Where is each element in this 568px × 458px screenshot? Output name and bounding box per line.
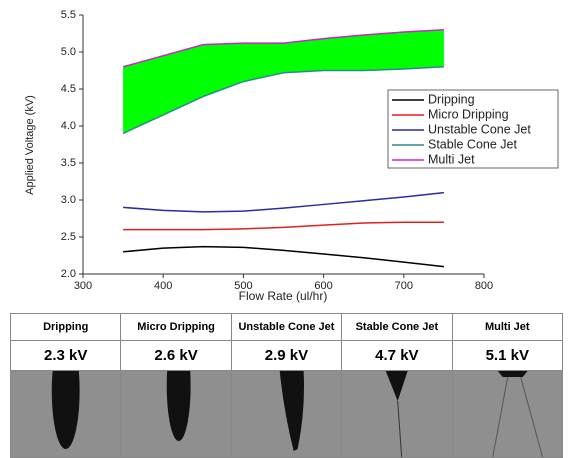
y-tick-label: 2.5	[61, 231, 76, 243]
y-tick-label: 5.5	[61, 9, 76, 21]
x-tick-label: 500	[234, 280, 252, 292]
chart: Applied Voltage (kV) Flow Rate (ul/hr) 2…	[0, 0, 568, 312]
header-cell: Micro Dripping	[121, 314, 231, 341]
y-tick-label: 3.5	[61, 157, 76, 169]
y-tick-label: 2.0	[61, 268, 76, 280]
value-cell: 2.9 kV	[231, 341, 341, 371]
header-cell: Multi Jet	[452, 314, 562, 341]
cone-image	[342, 371, 451, 457]
legend-label: Unstable Cone Jet	[428, 122, 531, 136]
y-tick-label: 4.5	[61, 83, 76, 95]
x-tick-label: 800	[475, 280, 493, 292]
legend-label: Micro Dripping	[428, 107, 509, 121]
multijet-image	[453, 371, 562, 457]
droplet-image	[232, 371, 341, 457]
page: Applied Voltage (kV) Flow Rate (ul/hr) 2…	[0, 0, 568, 457]
y-tick-label: 5.0	[61, 46, 76, 58]
value-cell: 5.1 kV	[452, 341, 562, 371]
series-line	[123, 222, 444, 229]
image-row	[11, 371, 563, 458]
y-axis-label: Applied Voltage (kV)	[24, 95, 36, 195]
value-cell: 2.6 kV	[121, 341, 231, 371]
header-cell: Dripping	[11, 314, 121, 341]
series-line	[123, 247, 444, 267]
series-line	[123, 193, 444, 212]
y-tick-label: 3.0	[61, 194, 76, 206]
droplet-image	[11, 371, 120, 457]
image-cell	[231, 371, 341, 458]
value-cell: 2.3 kV	[11, 341, 121, 371]
x-tick-label: 300	[74, 280, 92, 292]
legend-label: Multi Jet	[428, 152, 475, 166]
header-cell: Unstable Cone Jet	[231, 314, 341, 341]
image-cell	[121, 371, 231, 458]
y-tick-label: 4.0	[61, 120, 76, 132]
x-tick-label: 600	[314, 280, 332, 292]
droplet-image	[121, 371, 230, 457]
legend-label: Stable Cone Jet	[428, 137, 517, 151]
image-cell	[11, 371, 121, 458]
value-cell: 4.7 kV	[342, 341, 452, 371]
x-tick-label: 400	[154, 280, 172, 292]
image-cell	[452, 371, 562, 458]
x-tick-label: 700	[395, 280, 413, 292]
legend-label: Dripping	[428, 92, 475, 106]
image-cell	[342, 371, 452, 458]
header-cell: Stable Cone Jet	[342, 314, 452, 341]
